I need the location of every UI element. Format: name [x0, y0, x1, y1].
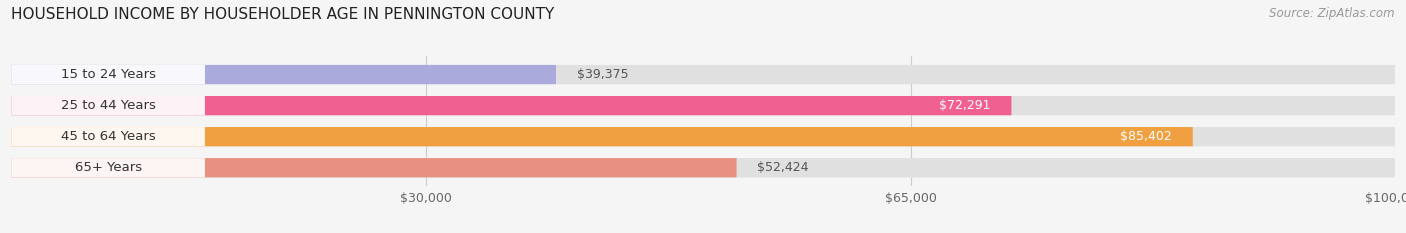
- FancyBboxPatch shape: [11, 65, 205, 84]
- FancyBboxPatch shape: [11, 96, 1011, 115]
- FancyBboxPatch shape: [11, 158, 1395, 177]
- FancyBboxPatch shape: [11, 127, 205, 146]
- Text: HOUSEHOLD INCOME BY HOUSEHOLDER AGE IN PENNINGTON COUNTY: HOUSEHOLD INCOME BY HOUSEHOLDER AGE IN P…: [11, 7, 554, 22]
- FancyBboxPatch shape: [11, 96, 205, 115]
- FancyBboxPatch shape: [11, 65, 555, 84]
- Text: 25 to 44 Years: 25 to 44 Years: [60, 99, 156, 112]
- Text: $52,424: $52,424: [758, 161, 808, 174]
- FancyBboxPatch shape: [11, 127, 1395, 146]
- Text: 65+ Years: 65+ Years: [75, 161, 142, 174]
- Text: $72,291: $72,291: [939, 99, 991, 112]
- FancyBboxPatch shape: [11, 158, 737, 177]
- Text: 45 to 64 Years: 45 to 64 Years: [60, 130, 156, 143]
- FancyBboxPatch shape: [11, 65, 1395, 84]
- FancyBboxPatch shape: [11, 127, 1192, 146]
- Text: 15 to 24 Years: 15 to 24 Years: [60, 68, 156, 81]
- FancyBboxPatch shape: [11, 158, 205, 177]
- Text: $85,402: $85,402: [1121, 130, 1173, 143]
- FancyBboxPatch shape: [11, 96, 1395, 115]
- Text: Source: ZipAtlas.com: Source: ZipAtlas.com: [1270, 7, 1395, 20]
- Text: $39,375: $39,375: [576, 68, 628, 81]
